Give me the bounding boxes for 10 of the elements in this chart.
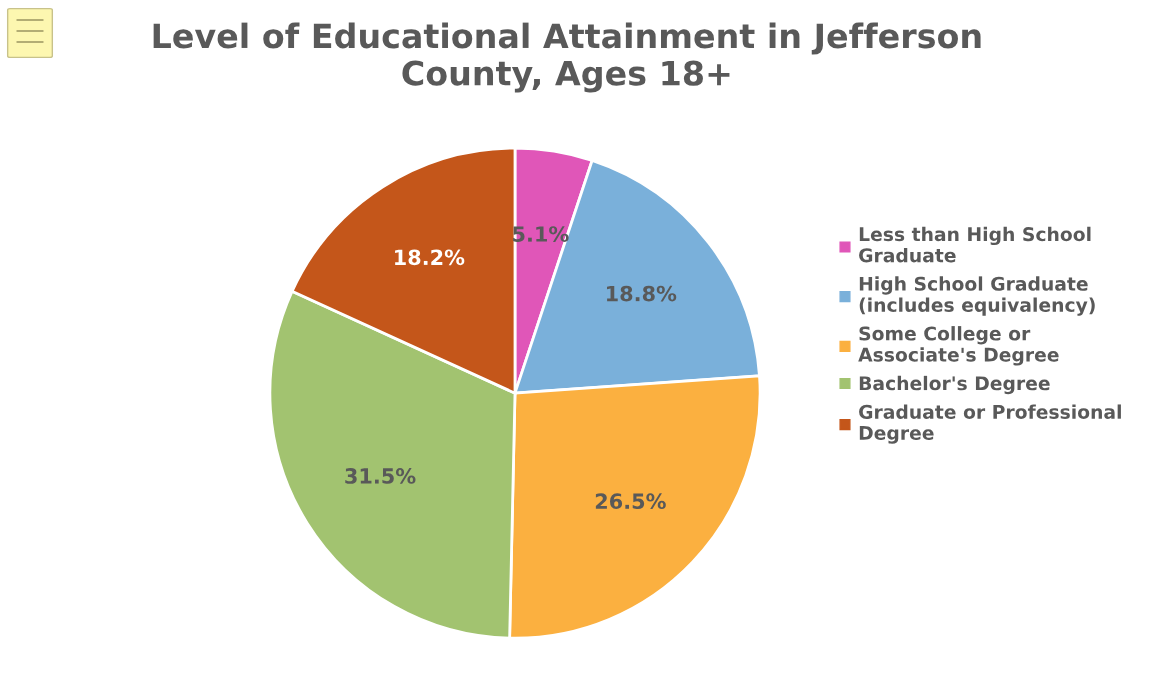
legend-label: Less than High School Graduate — [859, 226, 1091, 263]
data-label: 18.8% — [607, 285, 677, 302]
data-label: 31.5% — [345, 468, 416, 484]
data-label: 26.5% — [595, 493, 666, 510]
legend-label: High School Graduate (includes equivalency) — [859, 276, 1095, 316]
legend-label: Some College or Associate's Degree — [858, 326, 1059, 366]
legend-label: Graduate or Professional Degree — [859, 404, 1121, 444]
data-label: 18.2% — [395, 249, 465, 266]
legend-label: Bachelor's Degree — [859, 375, 1050, 395]
chart-title: Level of Educational Attainment in Jefferson County, Ages 18+ — [153, 22, 981, 93]
